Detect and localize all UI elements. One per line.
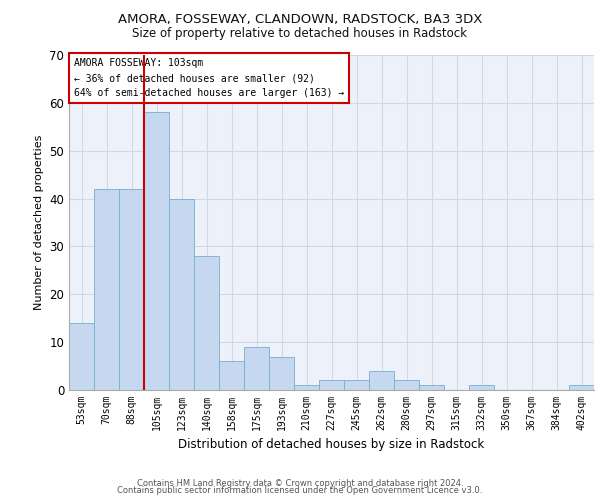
Bar	[344, 380, 369, 390]
Bar	[119, 189, 144, 390]
Bar	[94, 189, 119, 390]
Bar	[194, 256, 219, 390]
Bar	[219, 362, 244, 390]
X-axis label: Distribution of detached houses by size in Radstock: Distribution of detached houses by size …	[178, 438, 485, 452]
Bar	[269, 356, 294, 390]
Bar	[394, 380, 419, 390]
Bar	[369, 371, 394, 390]
Text: AMORA FOSSEWAY: 103sqm
← 36% of detached houses are smaller (92)
64% of semi-det: AMORA FOSSEWAY: 103sqm ← 36% of detached…	[74, 58, 344, 98]
Bar	[169, 198, 194, 390]
Text: AMORA, FOSSEWAY, CLANDOWN, RADSTOCK, BA3 3DX: AMORA, FOSSEWAY, CLANDOWN, RADSTOCK, BA3…	[118, 12, 482, 26]
Bar	[319, 380, 344, 390]
Bar	[419, 385, 444, 390]
Bar	[69, 323, 94, 390]
Text: Contains HM Land Registry data © Crown copyright and database right 2024.: Contains HM Land Registry data © Crown c…	[137, 478, 463, 488]
Bar	[569, 385, 594, 390]
Bar	[469, 385, 494, 390]
Bar	[294, 385, 319, 390]
Bar	[144, 112, 169, 390]
Text: Contains public sector information licensed under the Open Government Licence v3: Contains public sector information licen…	[118, 486, 482, 495]
Text: Size of property relative to detached houses in Radstock: Size of property relative to detached ho…	[133, 28, 467, 40]
Bar	[244, 347, 269, 390]
Y-axis label: Number of detached properties: Number of detached properties	[34, 135, 44, 310]
